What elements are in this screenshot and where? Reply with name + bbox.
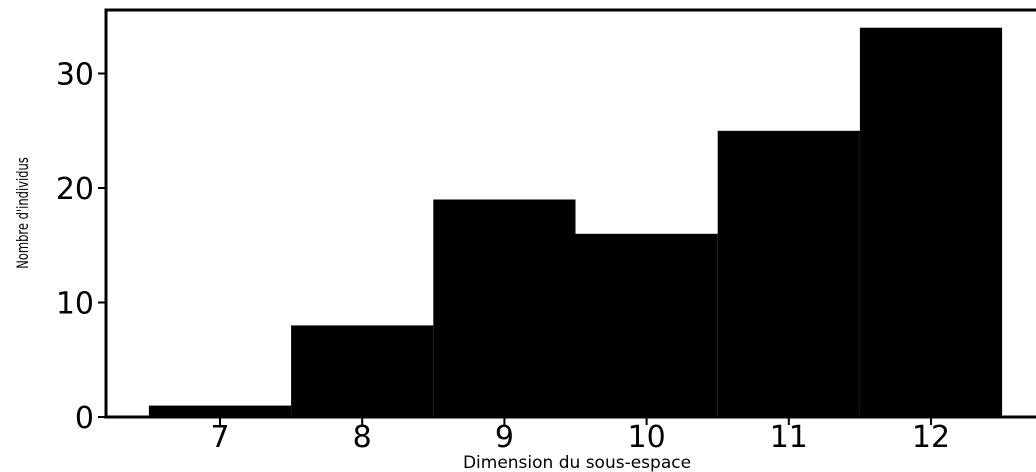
y-tick-label-0: 0 bbox=[75, 401, 94, 436]
bar-10 bbox=[575, 233, 718, 417]
bar-7 bbox=[148, 405, 292, 417]
x-tick-label-8: 8 bbox=[353, 420, 372, 455]
axes-layer bbox=[104, 8, 1036, 419]
x-axis-title: Dimension du sous-espace bbox=[463, 453, 691, 472]
y-tick-label-10: 10 bbox=[56, 287, 94, 322]
bar-8 bbox=[291, 325, 434, 417]
bar-11 bbox=[717, 130, 860, 418]
labels-layer: 7 8 9 10 11 12 0 10 20 30 bbox=[56, 58, 950, 456]
ticks-layer bbox=[98, 72, 932, 425]
x-tick-label-7: 7 bbox=[210, 420, 229, 455]
x-tick-label-12: 12 bbox=[912, 420, 950, 455]
bars-layer bbox=[148, 27, 1003, 418]
x-tick-label-10: 10 bbox=[628, 420, 666, 455]
y-tick-label-30: 30 bbox=[56, 58, 94, 93]
x-tick-label-9: 9 bbox=[495, 420, 514, 455]
x-tick-label-11: 11 bbox=[770, 420, 808, 455]
y-axis-title: Nombre d'individus bbox=[14, 157, 32, 269]
y-tick-label-20: 20 bbox=[56, 172, 94, 207]
bar-9 bbox=[433, 199, 576, 417]
bar-12 bbox=[859, 27, 1003, 417]
